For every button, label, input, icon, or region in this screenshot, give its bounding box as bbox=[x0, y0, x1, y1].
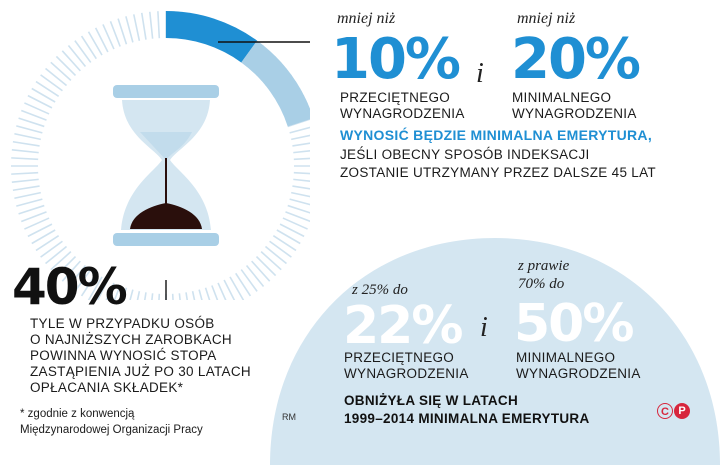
hourglass-icon bbox=[113, 85, 219, 246]
ring-segment-20-percent bbox=[241, 40, 310, 127]
bottom-left-value: 22% bbox=[343, 296, 463, 356]
top-sub-2: ZOSTANIE UTRZYMANY PRZEZ DALSZE 45 LAT bbox=[340, 165, 656, 180]
author-credit: RM bbox=[282, 412, 296, 422]
left-stat-line-4: ZASTĄPIENIA JUŻ PO 30 LATACH bbox=[30, 364, 251, 379]
top-right-value: 20% bbox=[511, 27, 641, 92]
footnote-line-1: * zgodnie z konwencją bbox=[20, 408, 135, 420]
copyright-badges: C P bbox=[657, 403, 691, 421]
left-stat-line-2: O NAJNIŻSZYCH ZAROBKACH bbox=[30, 332, 232, 347]
left-stat-line-5: OPŁACANIA SKŁADEK* bbox=[30, 380, 184, 395]
bottom-left-label-2: WYNAGRODZENIA bbox=[344, 366, 469, 381]
top-right-label-1: MINIMALNEGO bbox=[512, 90, 612, 105]
top-conjunction: i bbox=[476, 58, 484, 89]
left-stat-line-3: POWINNA WYNOSIĆ STOPA bbox=[30, 348, 217, 363]
bottom-right-prefix-1: z prawie bbox=[518, 258, 570, 274]
footnote-line-2: Międzynarodowej Organizacji Pracy bbox=[20, 424, 203, 436]
ring-segment-10-percent bbox=[166, 11, 258, 63]
bottom-background-circle bbox=[270, 238, 720, 465]
top-left-label-2: WYNAGRODZENIA bbox=[340, 106, 465, 121]
bottom-right-value: 50% bbox=[514, 294, 634, 354]
bottom-right-label-1: MINIMALNEGO bbox=[516, 350, 616, 365]
bottom-left-label-1: PRZECIĘTNEGO bbox=[344, 350, 455, 365]
top-left-label-1: PRZECIĘTNEGO bbox=[340, 90, 451, 105]
left-stat-line-1: TYLE W PRZYPADKU OSÓB bbox=[30, 316, 215, 331]
bottom-left-prefix: z 25% do bbox=[352, 282, 408, 298]
top-left-value: 10% bbox=[331, 27, 461, 92]
top-headline: WYNOSIĆ BĘDZIE MINIMALNA EMERYTURA, bbox=[340, 127, 653, 143]
copyright-p-icon: P bbox=[674, 403, 690, 419]
bottom-right-prefix-2: 70% do bbox=[518, 276, 565, 292]
bottom-headline-1: OBNIŻYŁA SIĘ W LATACH bbox=[344, 393, 519, 408]
top-right-label-2: WYNAGRODZENIA bbox=[512, 106, 637, 121]
bottom-headline-2: 1999–2014 MINIMALNA EMERYTURA bbox=[344, 411, 590, 426]
bottom-conjunction: i bbox=[480, 312, 488, 343]
copyright-c-icon: C bbox=[657, 403, 673, 419]
bottom-right-label-2: WYNAGRODZENIA bbox=[516, 366, 641, 381]
hourglass-ring-illustration bbox=[11, 11, 310, 300]
top-left-prefix: mniej niż bbox=[337, 10, 396, 27]
left-stat-value: 40% bbox=[12, 258, 128, 316]
top-sub-1: JEŚLI OBECNY SPOSÓB INDEKSACJI bbox=[340, 147, 590, 162]
top-right-prefix: mniej niż bbox=[517, 10, 576, 27]
